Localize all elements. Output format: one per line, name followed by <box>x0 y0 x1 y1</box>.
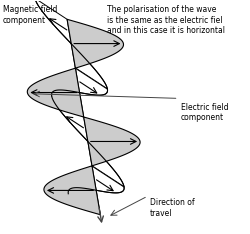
Text: Electric field
component: Electric field component <box>181 103 228 122</box>
Polygon shape <box>27 68 84 117</box>
Text: The polarisation of the wave
is the same as the electric fiel
and in this case i: The polarisation of the wave is the same… <box>108 5 226 35</box>
Polygon shape <box>84 117 140 166</box>
Text: Direction of
travel: Direction of travel <box>150 198 195 218</box>
Polygon shape <box>52 68 108 117</box>
Polygon shape <box>44 166 100 215</box>
Polygon shape <box>67 19 124 68</box>
Text: Magnetic field
component: Magnetic field component <box>3 5 58 25</box>
Polygon shape <box>52 96 124 187</box>
Polygon shape <box>68 166 124 215</box>
Polygon shape <box>35 0 107 89</box>
